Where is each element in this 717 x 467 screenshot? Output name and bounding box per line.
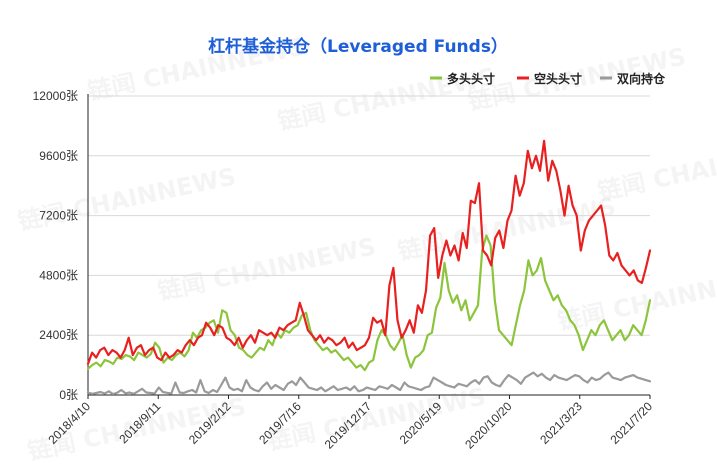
watermark-text: 链闻 CHAINNEWS bbox=[155, 232, 378, 306]
watermark-text: 链闻 CHAINNEWS bbox=[265, 382, 488, 456]
legend-label: 双向持仓 bbox=[617, 71, 666, 86]
series-line-0 bbox=[86, 234, 652, 372]
y-tick-label: 4800张 bbox=[39, 268, 78, 282]
x-tick-label: 2021/7/20 bbox=[607, 399, 655, 447]
y-axis-ticks: 0张 2400张 4800张 7200张 9600张 12000张 bbox=[33, 89, 78, 402]
chart-title: 杠杆基金持仓（Leveraged Funds） bbox=[208, 36, 508, 57]
series-line-2 bbox=[86, 371, 652, 396]
y-tick-label: 9600张 bbox=[39, 149, 78, 163]
watermark-text: 链闻 CHAINNEWS bbox=[15, 162, 238, 236]
y-tick-label: 12000张 bbox=[33, 89, 78, 103]
watermark-text: 链闻 CHAINNEWS bbox=[555, 262, 717, 336]
watermark-text: 链闻 CHAINNEWS bbox=[595, 132, 717, 206]
x-tick-label: 2021/3/23 bbox=[537, 399, 585, 447]
legend-label: 空头头寸 bbox=[534, 71, 582, 86]
series-lines bbox=[86, 139, 652, 396]
y-tick-label: 7200张 bbox=[39, 209, 78, 223]
y-tick-label: 2400张 bbox=[39, 328, 78, 342]
legend-label: 多头头寸 bbox=[447, 71, 495, 86]
gridlines bbox=[88, 95, 650, 336]
y-tick-label: 0张 bbox=[59, 388, 78, 402]
legend: 多头头寸 空头头寸 双向持仓 bbox=[430, 71, 666, 86]
series-line-1 bbox=[86, 139, 652, 365]
